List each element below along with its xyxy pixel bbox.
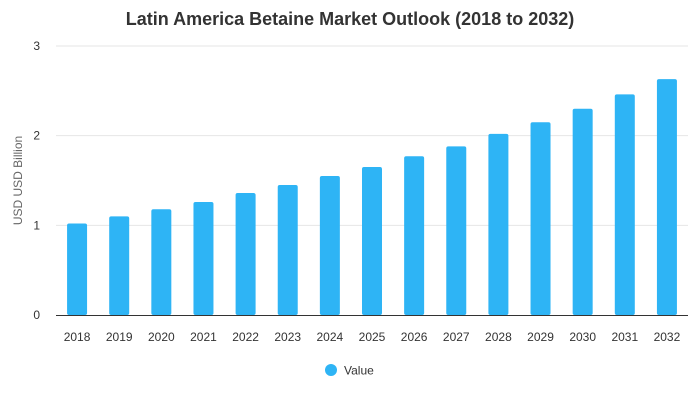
- bar-2023[interactable]: [277, 184, 298, 315]
- y-axis-title: USD USD Billion: [11, 136, 25, 225]
- bar-2018[interactable]: [67, 223, 88, 315]
- x-tick-label: 2019: [106, 330, 133, 344]
- x-tick-label: 2028: [485, 330, 512, 344]
- x-tick-label: 2024: [317, 330, 344, 344]
- y-tick-label: 2: [33, 129, 40, 143]
- bar-2022[interactable]: [235, 193, 256, 315]
- x-tick-label: 2025: [359, 330, 386, 344]
- bar-2025[interactable]: [362, 167, 382, 315]
- y-axis-ticks: 0 1 2 3: [33, 39, 40, 322]
- x-tick-label: 2027: [443, 330, 470, 344]
- x-tick-label: 2023: [274, 330, 301, 344]
- bar-2030[interactable]: [572, 108, 593, 316]
- y-tick-label: 0: [33, 308, 40, 322]
- legend-marker: [325, 364, 337, 376]
- y-tick-label: 1: [33, 218, 40, 232]
- bar-2029[interactable]: [530, 122, 551, 315]
- bar-2028[interactable]: [488, 133, 509, 315]
- bar-2024[interactable]: [319, 176, 340, 315]
- x-tick-label: 2031: [611, 330, 638, 344]
- bar-2027[interactable]: [446, 146, 467, 315]
- bar-2031[interactable]: [614, 94, 635, 315]
- x-tick-label: 2029: [527, 330, 554, 344]
- bar-2020[interactable]: [151, 209, 172, 315]
- bar-2019[interactable]: [109, 216, 130, 315]
- legend-label: Value: [344, 364, 374, 378]
- bar-2032[interactable]: [656, 79, 677, 315]
- x-tick-label: 2032: [654, 330, 681, 344]
- y-tick-label: 3: [33, 39, 40, 53]
- x-tick-label: 2026: [401, 330, 428, 344]
- x-tick-label: 2020: [148, 330, 175, 344]
- bar-2026[interactable]: [404, 156, 425, 315]
- x-tick-label: 2030: [569, 330, 596, 344]
- bar-2021[interactable]: [193, 202, 214, 315]
- chart-title: Latin America Betaine Market Outlook (20…: [126, 9, 574, 29]
- bars: [67, 79, 677, 316]
- x-tick-label: 2022: [232, 330, 259, 344]
- x-tick-label: 2018: [64, 330, 91, 344]
- x-axis-ticks: 2018 2019 2020 2021 2022 2023 2024 2025 2026 2027…: [64, 330, 681, 344]
- x-tick-label: 2021: [190, 330, 217, 344]
- legend[interactable]: Value: [325, 364, 374, 378]
